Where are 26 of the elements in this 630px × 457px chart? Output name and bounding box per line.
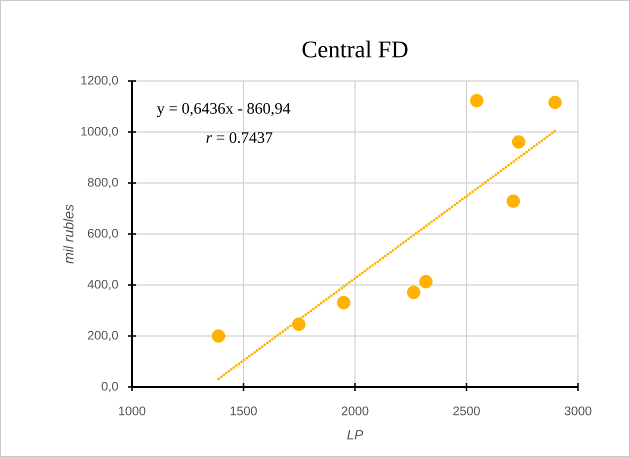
point xyxy=(336,296,350,310)
point xyxy=(419,274,433,288)
y-tick-label: 800,0 xyxy=(88,178,118,188)
y-tick-label: 400,0 xyxy=(88,280,118,290)
x-tick-label: 2000 xyxy=(342,406,368,416)
point xyxy=(548,96,562,110)
x-tick-label: 1000 xyxy=(119,406,146,416)
x-tick-label: 2500 xyxy=(453,406,480,416)
x-tick-label: 1500 xyxy=(230,406,257,416)
point xyxy=(212,329,226,343)
annotation: r = 0.7437 xyxy=(206,132,272,144)
y-axis-title: mil rubles xyxy=(63,204,74,264)
point xyxy=(506,194,520,208)
point xyxy=(406,286,420,300)
annotation: y = 0,6436x - 860,94 xyxy=(156,103,290,118)
y-tick-label: 0,0 xyxy=(102,382,118,392)
y-tick-label: 600,0 xyxy=(88,228,118,240)
y-tick-label: 1200,0 xyxy=(81,76,118,86)
x-tick-label: 3000 xyxy=(564,406,592,416)
x-axis-title: LP xyxy=(347,430,364,440)
y-tick-label: 200,0 xyxy=(88,330,118,342)
point xyxy=(292,318,306,331)
chart-title: Central FD xyxy=(302,40,408,58)
point xyxy=(512,135,526,149)
y-tick-label: 1000,0 xyxy=(81,126,118,138)
point xyxy=(470,94,484,108)
